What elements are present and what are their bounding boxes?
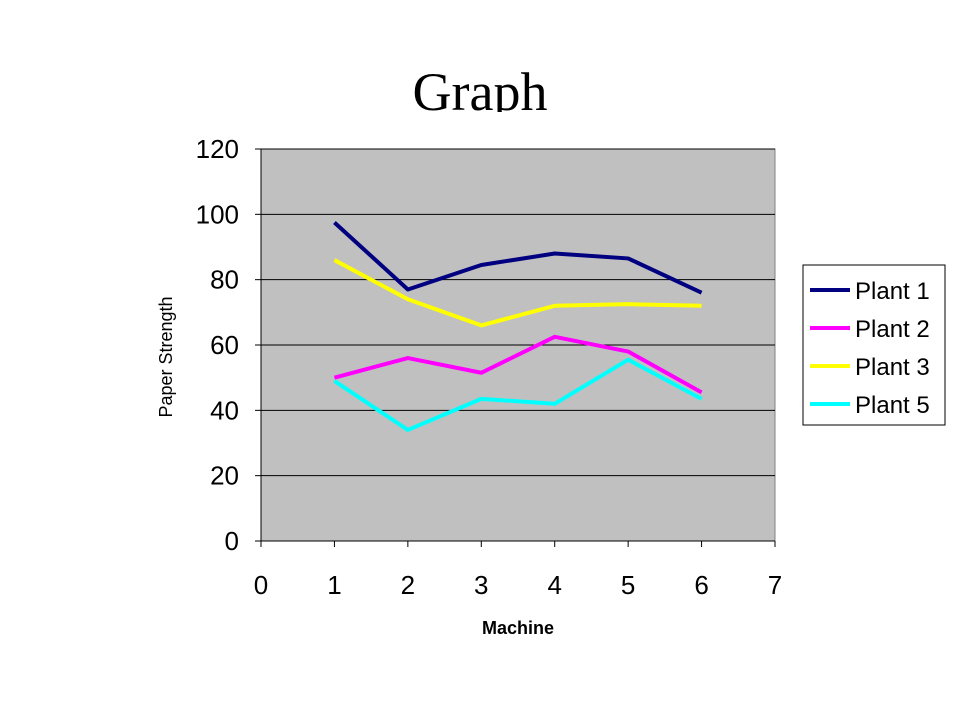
legend-item: Plant 2 (810, 316, 930, 343)
x-tick-label: 4 (547, 570, 561, 600)
x-axis-title: Machine (482, 618, 554, 638)
x-tick-label: 7 (768, 570, 782, 600)
x-tick-label: 6 (694, 570, 708, 600)
gridlines (261, 148, 775, 477)
y-tick-label: 40 (210, 395, 239, 425)
y-axis-ticks: 0 20 40 60 80 100 120 (196, 134, 261, 556)
y-tick-label: 80 (210, 265, 239, 295)
series-lines (333, 221, 703, 432)
legend-item: Plant 5 (810, 392, 930, 419)
x-tick-label: 3 (474, 570, 488, 600)
legend: Plant 1 Plant 2 Plant 3 Plant 5 (802, 264, 946, 426)
y-tick-label: 20 (210, 461, 239, 491)
y-tick-label: 60 (210, 330, 239, 360)
series-line-plant-3 (333, 258, 702, 328)
x-axis-ticks: 0 1 2 3 4 5 6 7 (254, 541, 782, 600)
series-line-plant-2 (333, 334, 703, 395)
legend-label: Plant 3 (855, 354, 930, 381)
legend-items: Plant 1 Plant 2 Plant 3 Plant 5 (810, 278, 930, 419)
series-line-plant-1 (333, 221, 703, 295)
legend-label: Plant 1 (855, 278, 930, 305)
x-tick-label: 2 (401, 570, 415, 600)
legend-label: Plant 5 (855, 392, 930, 419)
y-tick-label: 0 (225, 526, 239, 556)
legend-item: Plant 1 (810, 278, 930, 305)
x-tick-label: 0 (254, 570, 268, 600)
series-line-plant-5 (333, 357, 703, 432)
y-tick-label: 120 (196, 134, 239, 164)
x-tick-label: 1 (327, 570, 341, 600)
y-tick-label: 100 (196, 199, 239, 229)
legend-item: Plant 3 (810, 354, 930, 381)
legend-label: Plant 2 (855, 316, 930, 343)
y-axis-title: Paper Strength (156, 296, 176, 417)
x-tick-label: 5 (621, 570, 635, 600)
slide-title: Graph (412, 62, 548, 112)
